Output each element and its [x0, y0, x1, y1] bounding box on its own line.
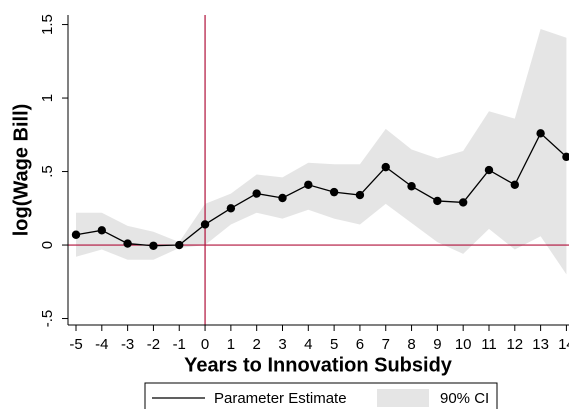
- x-tick-label: 11: [481, 336, 497, 353]
- x-tick-label: 9: [433, 336, 441, 353]
- x-tick-label: 0: [201, 336, 209, 353]
- x-tick-label: 7: [382, 336, 390, 353]
- x-tick-label: 5: [330, 336, 338, 353]
- legend-label: Parameter Estimate: [214, 390, 347, 407]
- x-tick-label: 2: [253, 336, 261, 353]
- x-tick-label: -2: [147, 336, 160, 353]
- data-point: [226, 204, 236, 213]
- x-tick-label: 6: [356, 336, 364, 353]
- legend-label: 90% CI: [440, 390, 489, 407]
- data-point: [510, 180, 519, 189]
- y-tick-label: 1.5: [39, 14, 56, 35]
- x-tick-label: 1: [227, 336, 235, 353]
- data-point: [278, 193, 287, 203]
- x-tick-label: -1: [173, 336, 186, 353]
- series-line: [75, 132, 567, 247]
- x-tick-label: -3: [121, 336, 134, 353]
- x-tick-label: 10: [455, 336, 472, 353]
- data-point: [433, 196, 442, 206]
- data-point: [381, 162, 390, 172]
- x-tick-label: 13: [532, 336, 549, 353]
- data-point: [355, 190, 365, 200]
- data-point: [149, 241, 158, 250]
- data-point: [304, 180, 313, 189]
- x-axis-title: Years to Innovation Subsidy: [184, 354, 453, 376]
- y-tick-label: 0: [39, 241, 56, 249]
- data-point: [175, 240, 184, 250]
- ci-band: [76, 28, 567, 275]
- data-point: [458, 198, 468, 207]
- y-tick-label: .5: [39, 165, 56, 178]
- data-point: [71, 230, 81, 239]
- data-point: [252, 189, 261, 198]
- legend-band-swatch: [377, 389, 429, 407]
- x-tick-label: 4: [304, 336, 312, 353]
- data-point: [407, 182, 416, 191]
- data-point: [123, 239, 132, 248]
- x-tick-label: -5: [69, 336, 82, 353]
- data-point: [536, 129, 545, 138]
- data-point: [562, 152, 569, 162]
- y-tick-label: -.5: [39, 310, 56, 328]
- x-tick-label: 12: [506, 336, 523, 353]
- legend-box: [144, 382, 498, 409]
- y-axis-title: log(Wage Bill): [10, 104, 32, 237]
- data-point: [200, 220, 210, 229]
- x-tick-label: 3: [278, 336, 286, 353]
- data-point: [329, 187, 339, 197]
- x-tick-label: -4: [95, 336, 108, 353]
- data-point: [484, 165, 494, 175]
- x-tick-label: 8: [407, 336, 415, 353]
- data-point: [97, 226, 107, 235]
- x-tick-label: 14: [558, 336, 569, 353]
- y-tick-label: 1: [39, 94, 56, 102]
